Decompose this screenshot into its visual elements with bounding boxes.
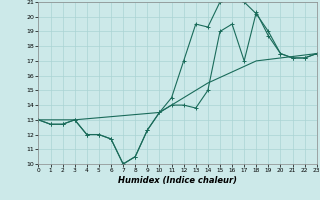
X-axis label: Humidex (Indice chaleur): Humidex (Indice chaleur): [118, 176, 237, 185]
